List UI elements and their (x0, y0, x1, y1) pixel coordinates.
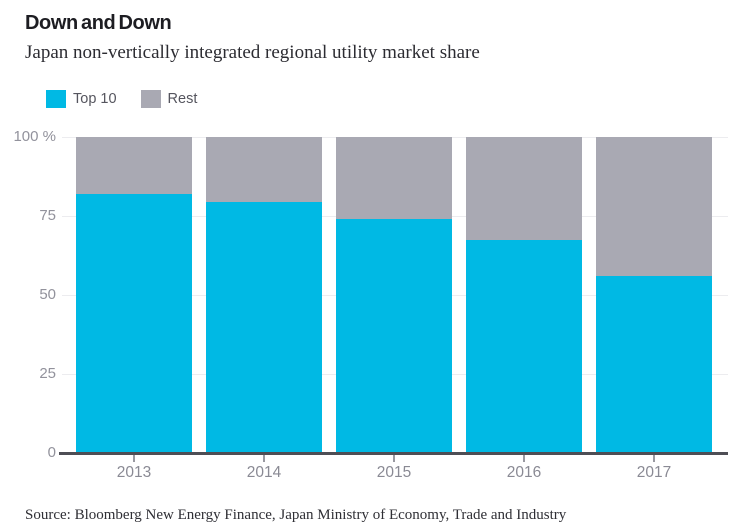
bar-group-2016 (466, 137, 582, 453)
legend-item: Top 10 (46, 90, 117, 108)
bar-group-2014 (206, 137, 322, 453)
bar-segment-top10-2013 (76, 193, 192, 453)
x-tick-label-2017: 2017 (636, 464, 672, 481)
bar-segment-rest-2015 (336, 137, 452, 220)
legend-label: Rest (167, 91, 198, 107)
x-axis-line (59, 452, 728, 455)
bar-group-2013 (76, 137, 192, 453)
bar-segment-top10-2015 (336, 219, 452, 453)
x-tick-label-2014: 2014 (246, 464, 282, 481)
x-tick-2014 (263, 455, 265, 462)
legend-item: Rest (140, 90, 198, 108)
x-tick-label-2015: 2015 (376, 464, 412, 481)
bar-segment-rest-2013 (76, 137, 192, 194)
x-tick-2015 (393, 455, 395, 462)
bar-segment-top10-2017 (596, 276, 712, 453)
bar-segment-top10-2014 (206, 201, 322, 453)
bar-segment-rest-2016 (466, 137, 582, 240)
legend: Top 10 Rest (46, 90, 197, 108)
bar-group-2017 (596, 137, 712, 453)
legend-swatch-top-10 (46, 90, 66, 108)
x-tick-2017 (653, 455, 655, 462)
y-tick-label-100: 100 % (13, 128, 56, 145)
y-tick-label-50: 50 (39, 286, 56, 303)
chart-title: Down and Down (25, 12, 172, 34)
x-tick-label-2013: 2013 (116, 464, 152, 481)
chart-subtitle: Japan non-vertically integrated regional… (25, 42, 480, 63)
legend-label: Top 10 (73, 91, 117, 107)
source-note: Source: Bloomberg New Energy Finance, Ja… (25, 507, 567, 523)
legend-swatch-rest (140, 90, 161, 108)
bar-group-2015 (336, 137, 452, 453)
x-tick-label-2016: 2016 (506, 464, 542, 481)
x-tick-2013 (133, 455, 135, 462)
bar-segment-rest-2017 (596, 137, 712, 277)
x-tick-2016 (523, 455, 525, 462)
y-tick-label-0: 0 (47, 444, 56, 461)
y-tick-label-75: 75 (39, 207, 56, 224)
bar-segment-rest-2014 (206, 137, 322, 202)
plot-area (62, 137, 728, 453)
y-tick-label-25: 25 (39, 365, 56, 382)
bar-segment-top10-2016 (466, 239, 582, 453)
